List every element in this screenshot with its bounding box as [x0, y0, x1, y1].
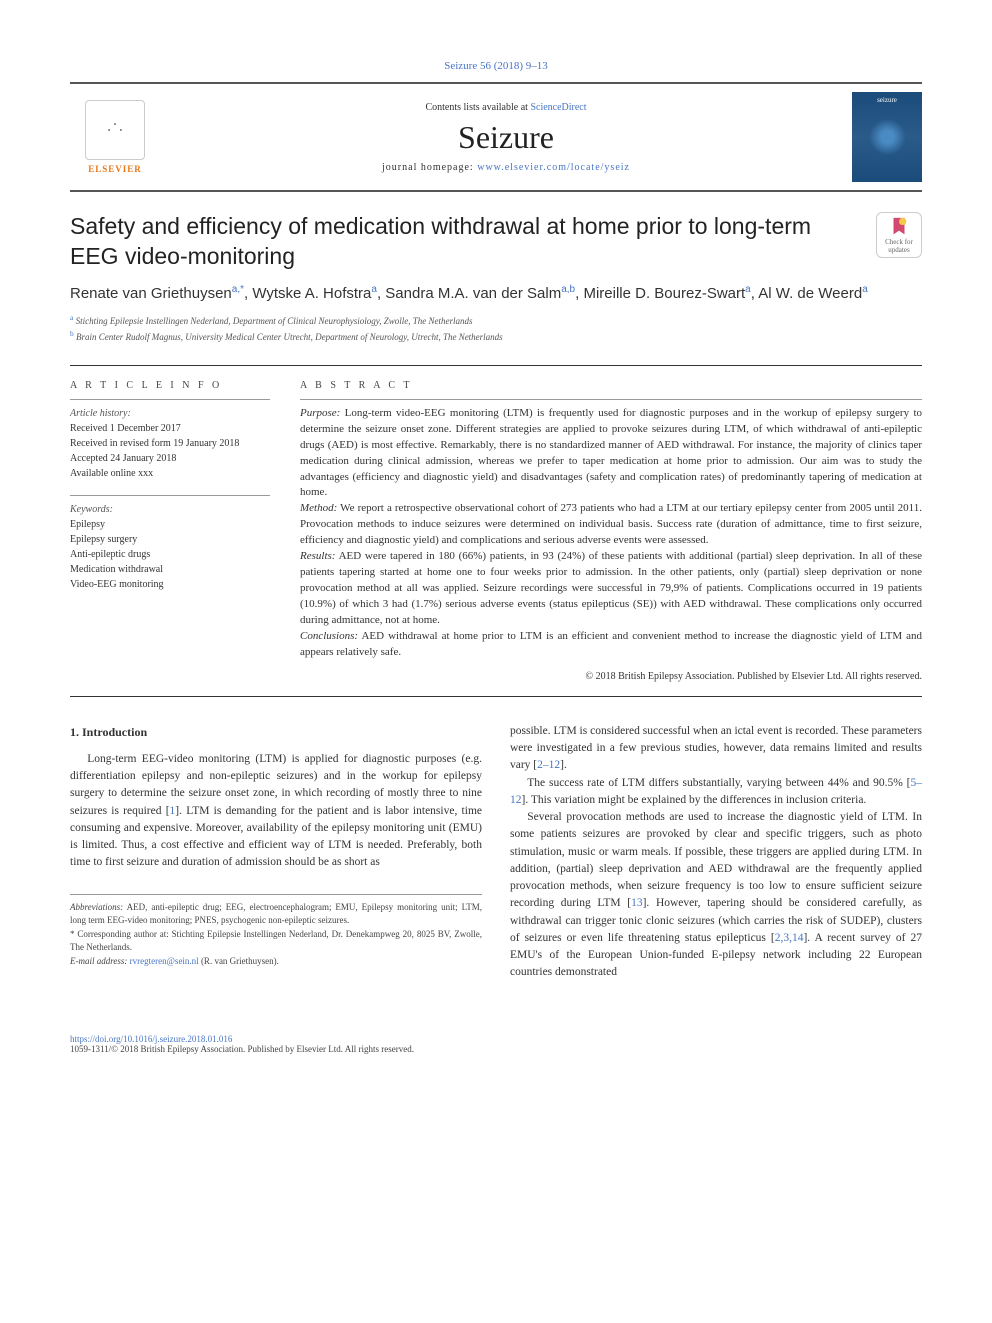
- history-line: Accepted 24 January 2018: [70, 451, 270, 466]
- contents-label: Contents lists available at ScienceDirec…: [160, 102, 852, 113]
- journal-citation[interactable]: Seizure 56 (2018) 9–13: [70, 60, 922, 72]
- journal-cover-thumbnail[interactable]: seizure: [852, 92, 922, 182]
- journal-cover-label: seizure: [852, 96, 922, 104]
- abbrev-label: Abbreviations:: [70, 902, 123, 912]
- abstract-block: A B S T R A C T Purpose: Long-term video…: [300, 380, 922, 682]
- affiliations-list: a Stichting Epilepsie Instellingen Neder…: [70, 312, 922, 345]
- doi-link[interactable]: https://doi.org/10.1016/j.seizure.2018.0…: [70, 1034, 232, 1044]
- journal-homepage-link[interactable]: www.elsevier.com/locate/yseiz: [477, 162, 630, 173]
- article-info-heading: A R T I C L E I N F O: [70, 380, 270, 391]
- sciencedirect-link[interactable]: ScienceDirect: [530, 102, 586, 113]
- issn-copyright: 1059-1311/© 2018 British Epilepsy Associ…: [70, 1044, 922, 1054]
- left-column: 1. Introduction Long-term EEG-video moni…: [70, 723, 482, 982]
- email-link[interactable]: rvregteren@sein.nl: [130, 956, 199, 966]
- check-updates-badge[interactable]: Check for updates: [876, 212, 922, 258]
- bookmark-check-icon: [888, 216, 910, 238]
- body-paragraph: The success rate of LTM differs substant…: [510, 775, 922, 810]
- publisher-name: ELSEVIER: [88, 164, 142, 174]
- publisher-logo[interactable]: ELSEVIER: [70, 92, 160, 182]
- corr-label: * Corresponding author at:: [70, 929, 169, 939]
- journal-header: ELSEVIER Contents lists available at Sci…: [70, 82, 922, 192]
- keywords-label: Keywords:: [70, 502, 270, 517]
- keyword: Video-EEG monitoring: [70, 577, 270, 592]
- footnotes: Abbreviations: AED, anti-epileptic drug;…: [70, 894, 482, 969]
- section-heading-intro: 1. Introduction: [70, 723, 482, 741]
- abbrev-text: AED, anti-epileptic drug; EEG, electroen…: [70, 902, 482, 926]
- article-body: 1. Introduction Long-term EEG-video moni…: [70, 723, 922, 982]
- updates-badge-line2: updates: [888, 246, 909, 254]
- abstract-copyright: © 2018 British Epilepsy Association. Pub…: [300, 671, 922, 682]
- journal-name: Seizure: [160, 119, 852, 156]
- keyword: Anti-epileptic drugs: [70, 547, 270, 562]
- keyword: Epilepsy: [70, 517, 270, 532]
- updates-badge-line1: Check for: [885, 238, 913, 246]
- article-title: Safety and efficiency of medication with…: [70, 212, 856, 272]
- authors-list: Renate van Griethuysena,*, Wytske A. Hof…: [70, 284, 922, 302]
- history-line: Available online xxx: [70, 466, 270, 481]
- abstract-heading: A B S T R A C T: [300, 380, 922, 391]
- history-line: Received 1 December 2017: [70, 421, 270, 436]
- email-label: E-mail address:: [70, 956, 127, 966]
- page-footer: https://doi.org/10.1016/j.seizure.2018.0…: [70, 1034, 922, 1054]
- body-paragraph: Long-term EEG-video monitoring (LTM) is …: [70, 751, 482, 872]
- body-paragraph: possible. LTM is considered successful w…: [510, 723, 922, 775]
- right-column: possible. LTM is considered successful w…: [510, 723, 922, 982]
- keyword: Epilepsy surgery: [70, 532, 270, 547]
- keyword: Medication withdrawal: [70, 562, 270, 577]
- article-info-sidebar: A R T I C L E I N F O Article history: R…: [70, 380, 270, 682]
- journal-homepage: journal homepage: www.elsevier.com/locat…: [160, 162, 852, 173]
- email-suffix: (R. van Griethuysen).: [199, 956, 279, 966]
- elsevier-tree-icon: [85, 100, 145, 160]
- history-line: Received in revised form 19 January 2018: [70, 436, 270, 451]
- history-label: Article history:: [70, 406, 270, 421]
- body-paragraph: Several provocation methods are used to …: [510, 809, 922, 982]
